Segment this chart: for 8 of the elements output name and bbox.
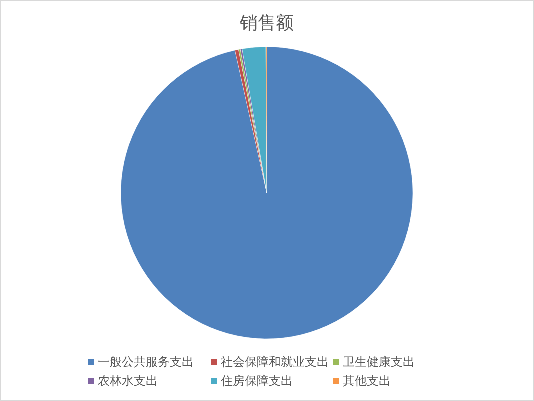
legend-label: 其他支出	[343, 374, 391, 388]
legend-label: 社会保障和就业支出	[221, 355, 329, 369]
legend-label: 住房保障支出	[220, 374, 293, 388]
legend-label: 一般公共服务支出	[98, 355, 194, 369]
pie-slice	[121, 46, 414, 339]
legend-label: 农林水支出	[98, 374, 158, 388]
legend-label: 卫生健康支出	[343, 355, 415, 369]
chart-title: 销售额	[239, 13, 294, 34]
